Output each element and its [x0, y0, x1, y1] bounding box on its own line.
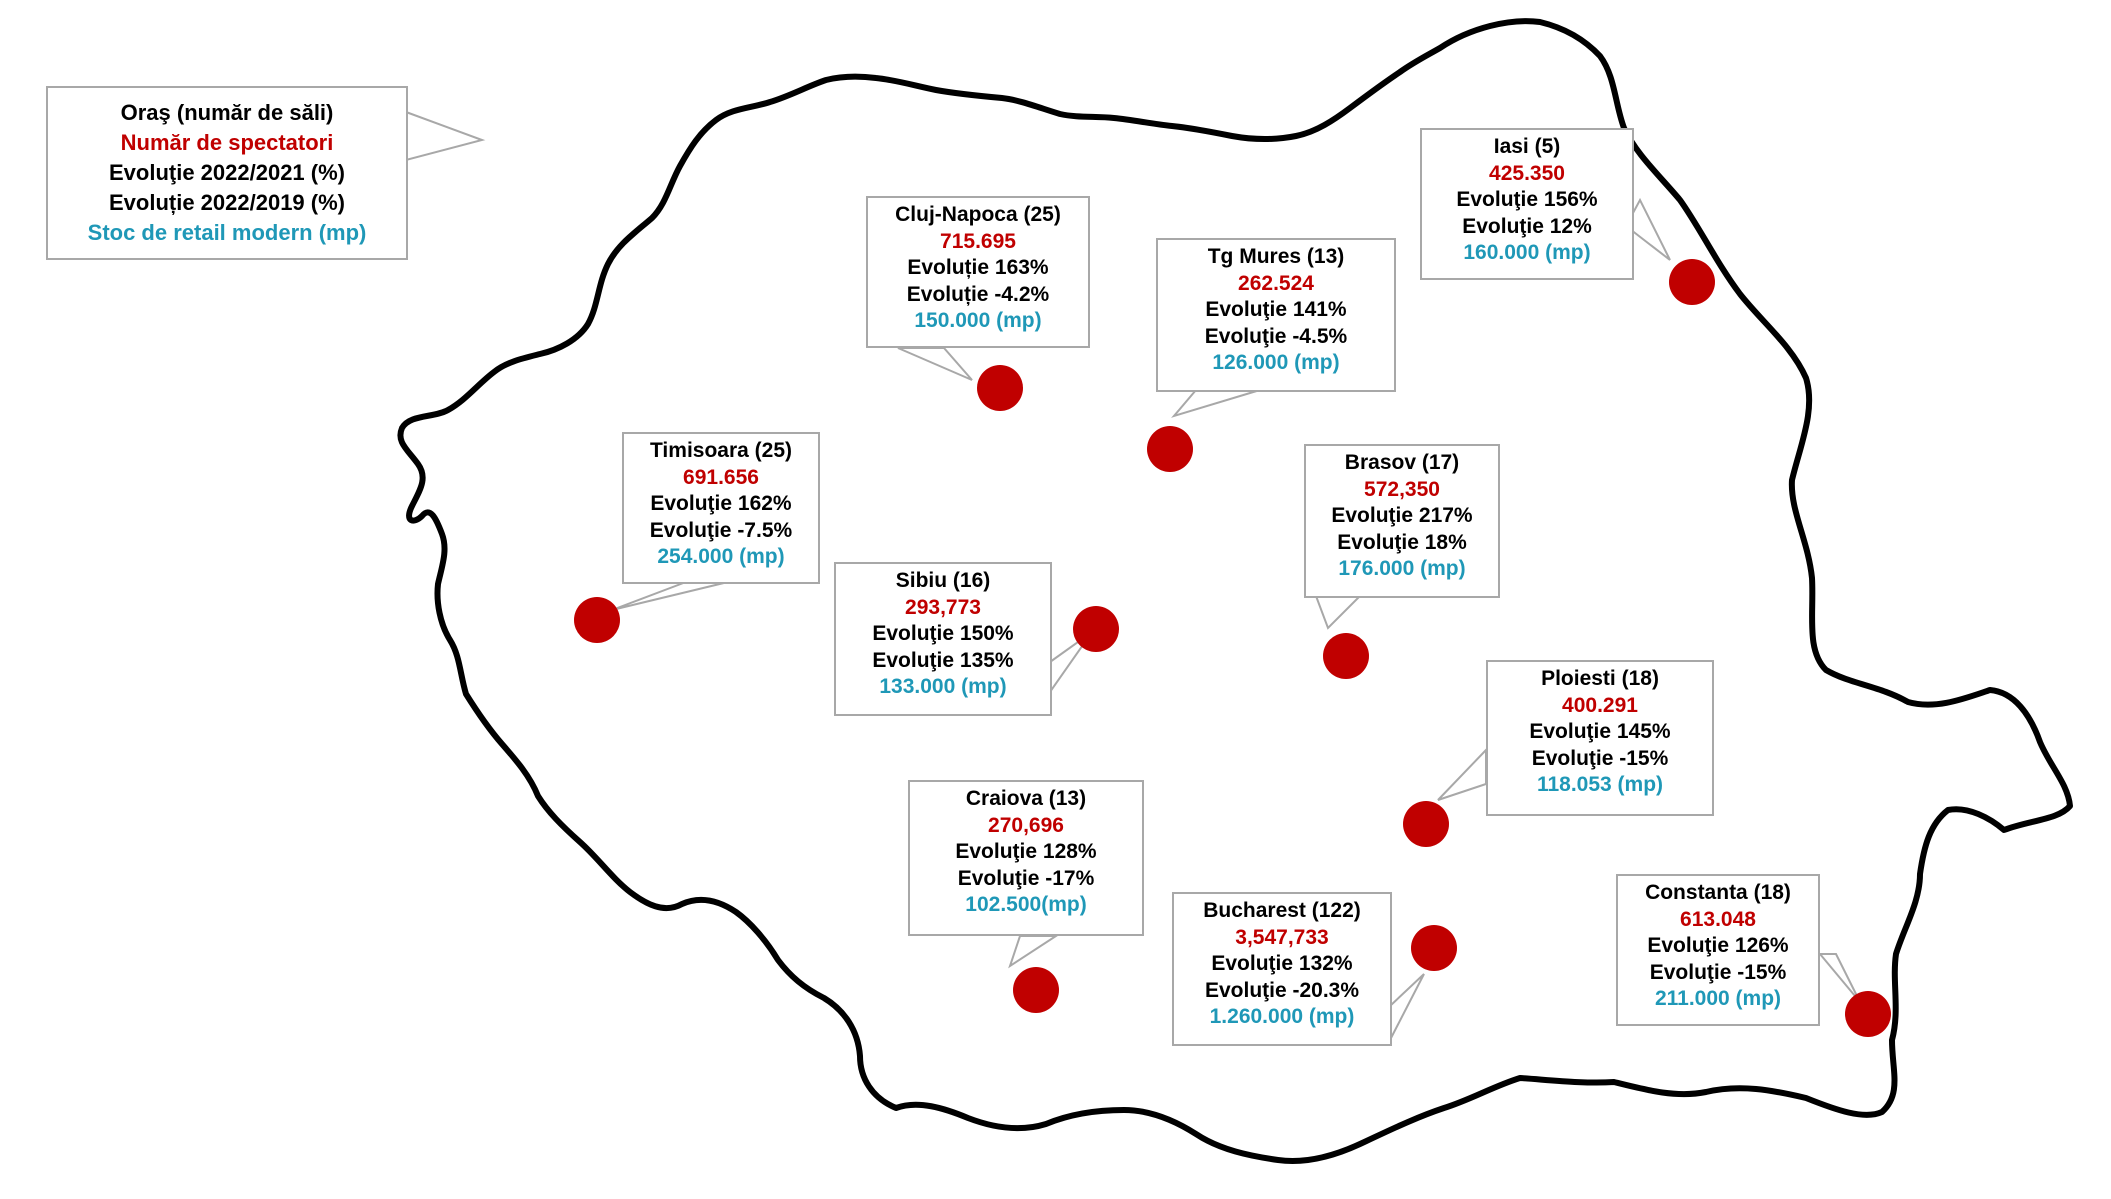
callout-brasov: Brasov (17) 572,350 Evoluţie 217% Evoluţ…: [1304, 444, 1500, 598]
city-name: Iasi (5): [1493, 135, 1561, 158]
city-evolution-2021: Evoluţie 217%: [1331, 504, 1473, 527]
city-evolution-2021: Evoluţie 128%: [955, 840, 1097, 863]
city-evolution-2019: Evoluţie -15%: [1531, 746, 1669, 770]
city-retail-stock: 1.260.000 (mp): [1209, 1005, 1355, 1028]
city-evolution-2021: Evoluţie 150%: [872, 622, 1014, 645]
legend-stock-line: Stoc de retail modern (mp): [87, 220, 367, 245]
legend-evo2019-line: Evoluție 2022/2019 (%): [108, 190, 345, 215]
callout-iasi: Iasi (5) 425.350 Evoluţie 156% Evoluţie …: [1420, 128, 1634, 280]
city-evolution-2019: Evoluţie 12%: [1462, 214, 1592, 238]
city-evolution-2021: Evoluţie 145%: [1529, 720, 1671, 743]
marker-timisoara: [574, 597, 620, 643]
legend-city-line: Oraş (număr de săli): [120, 100, 334, 125]
callout-cluj: Cluj-Napoca (25) 715.695 Evoluție 163% E…: [866, 196, 1090, 348]
city-name: Sibiu (16): [895, 569, 991, 592]
city-spectators: 293,773: [905, 595, 981, 619]
romania-border: [397, 18, 2073, 1165]
city-retail-stock: 118.053 (mp): [1536, 773, 1664, 796]
city-spectators: 691.656: [683, 465, 759, 489]
city-name: Cluj-Napoca (25): [895, 203, 1061, 226]
city-evolution-2021: Evoluţie 126%: [1647, 934, 1789, 957]
city-evolution-2019: Evoluție -4.2%: [906, 282, 1050, 306]
city-evolution-2019: Evoluţie -15%: [1649, 960, 1787, 984]
city-spectators: 400.291: [1562, 693, 1638, 717]
city-spectators: 572,350: [1364, 477, 1440, 501]
city-retail-stock: 160.000 (mp): [1463, 241, 1591, 264]
marker-iasi: [1669, 259, 1715, 305]
city-name: Timisoara (25): [649, 439, 792, 462]
city-name: Bucharest (122): [1203, 899, 1361, 922]
callout-sibiu: Sibiu (16) 293,773 Evoluţie 150% Evoluţi…: [834, 562, 1052, 716]
city-name: Tg Mures (13): [1207, 245, 1345, 268]
callout-ploiesti: Ploiesti (18) 400.291 Evoluţie 145% Evol…: [1486, 660, 1714, 816]
marker-sibiu: [1073, 606, 1119, 652]
city-name: Brasov (17): [1344, 451, 1460, 474]
city-evolution-2021: Evoluție 163%: [907, 256, 1049, 279]
city-evolution-2019: Evoluţie 18%: [1337, 530, 1467, 554]
city-name: Constanta (18): [1645, 881, 1791, 904]
city-evolution-2021: Evoluţie 141%: [1205, 298, 1347, 321]
city-retail-stock: 176.000 (mp): [1338, 557, 1466, 580]
city-spectators: 715.695: [940, 229, 1016, 253]
marker-cluj: [977, 365, 1023, 411]
city-name: Craiova (13): [965, 787, 1087, 810]
city-evolution-2019: Evoluţie -7.5%: [649, 518, 793, 542]
callout-craiova: Craiova (13) 270,696 Evoluţie 128% Evolu…: [908, 780, 1144, 936]
pointer-craiova: [1008, 935, 1060, 969]
pointer-brasov: [1314, 595, 1363, 630]
pointer-ploiesti: [1437, 747, 1487, 801]
city-evolution-2019: Evoluţie -4.5%: [1204, 324, 1348, 348]
legend-evo2021-line: Evoluţie 2022/2021 (%): [108, 160, 345, 185]
city-evolution-2021: Evoluţie 162%: [650, 492, 792, 515]
city-evolution-2021: Evoluţie 156%: [1456, 188, 1598, 211]
callout-timisoara: Timisoara (25) 691.656 Evoluţie 162% Evo…: [622, 432, 820, 584]
pointer-timisoara: [611, 581, 729, 611]
city-retail-stock: 211.000 (mp): [1654, 987, 1782, 1010]
city-evolution-2019: Evoluţie -17%: [957, 866, 1095, 890]
city-spectators: 613.048: [1680, 907, 1756, 931]
city-spectators: 270,696: [988, 813, 1064, 837]
callout-bucharest: Bucharest (122) 3,547,733 Evoluţie 132% …: [1172, 892, 1392, 1046]
pointer-constanta: [1817, 953, 1861, 1003]
pointer-tgmures: [1171, 389, 1261, 418]
city-retail-stock: 133.000 (mp): [879, 675, 1007, 698]
city-spectators: 262.524: [1238, 271, 1314, 295]
city-spectators: 3,547,733: [1235, 925, 1329, 949]
legend-box: Oraş (număr de săli) Număr de spectatori…: [46, 86, 408, 260]
city-evolution-2019: Evoluţie 135%: [872, 648, 1014, 672]
city-retail-stock: 102.500(mp): [965, 893, 1087, 916]
marker-tgmures: [1147, 426, 1193, 472]
city-evolution-2021: Evoluţie 132%: [1211, 952, 1353, 975]
pointer-bucharest: [1389, 973, 1425, 1041]
callout-constanta: Constanta (18) 613.048 Evoluţie 126% Evo…: [1616, 874, 1820, 1026]
city-retail-stock: 126.000 (mp): [1212, 351, 1340, 374]
callout-tgmures: Tg Mures (13) 262.524 Evoluţie 141% Evol…: [1156, 238, 1396, 392]
marker-brasov: [1323, 633, 1369, 679]
legend-pointer: [405, 110, 486, 162]
city-name: Ploiesti (18): [1541, 667, 1659, 690]
marker-constanta: [1845, 991, 1891, 1037]
city-markers: [574, 259, 1891, 1037]
marker-ploiesti: [1403, 801, 1449, 847]
city-retail-stock: 254.000 (mp): [657, 545, 785, 568]
pointer-cluj: [897, 347, 973, 381]
legend-spectators-line: Număr de spectatori: [120, 130, 334, 155]
city-evolution-2019: Evoluţie -20.3%: [1204, 978, 1360, 1002]
city-retail-stock: 150.000 (mp): [914, 309, 1042, 332]
marker-bucharest: [1411, 925, 1457, 971]
city-spectators: 425.350: [1489, 161, 1565, 185]
marker-craiova: [1013, 967, 1059, 1013]
